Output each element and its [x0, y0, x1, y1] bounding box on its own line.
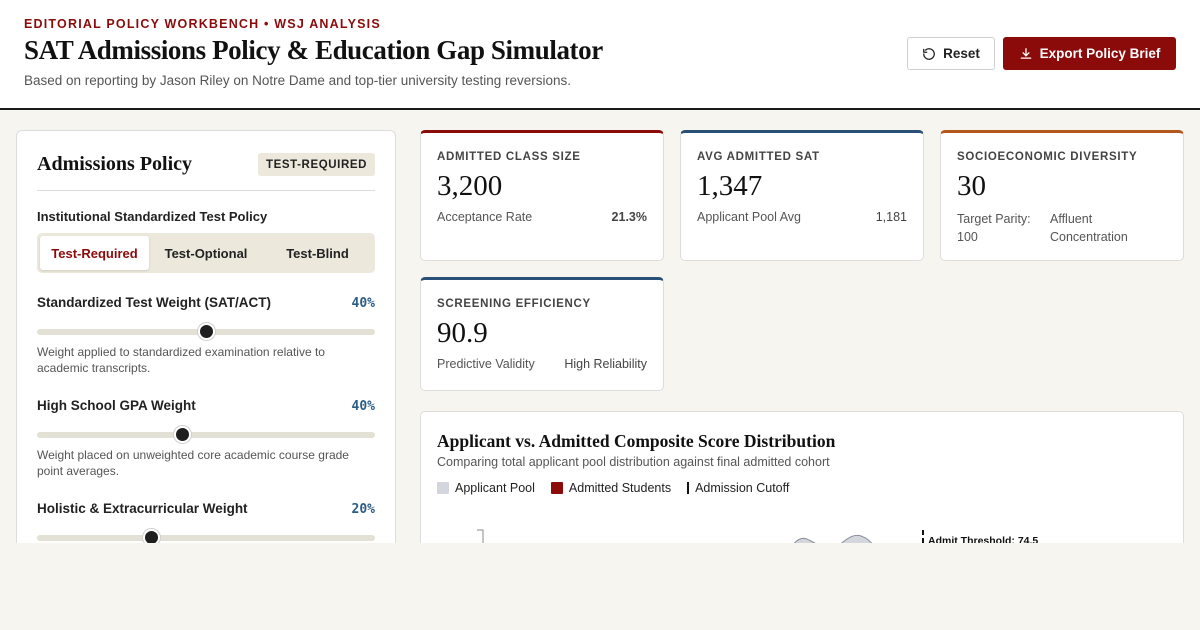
avg-admitted-sat-card: AVG ADMITTED SAT 1,347 Applicant Pool Av…: [680, 130, 924, 261]
chart-title: Applicant vs. Admitted Composite Score D…: [437, 431, 836, 451]
divider: [37, 190, 375, 191]
reset-button[interactable]: Reset: [907, 37, 995, 70]
socioeconomic-diversity-card: SOCIOECONOMIC DIVERSITY 30 Target Parity…: [940, 130, 1184, 261]
page-header: EDITORIAL POLICY WORKBENCH • WSJ ANALYSI…: [0, 0, 1200, 110]
metric-value: 1,347: [697, 170, 763, 202]
metric-sub-label: Applicant Pool Avg: [697, 210, 802, 224]
test-weight-value: 40%: [351, 296, 375, 311]
gpa-weight-label: High School GPA Weight: [37, 398, 196, 413]
metric-sub-value: 1,181: [875, 210, 907, 224]
test-policy-segmented-control: Test-Required Test-Optional Test-Blind: [37, 233, 375, 273]
page-background: [0, 543, 1200, 630]
legend-label: Admitted Students: [568, 481, 672, 495]
holistic-weight-slider[interactable]: [37, 529, 375, 546]
gpa-weight-slider[interactable]: [37, 426, 375, 443]
metric-label: ADMITTED CLASS SIZE: [437, 151, 581, 163]
test-required-option[interactable]: Test-Required: [40, 236, 149, 270]
chart-legend: Applicant Pool Admitted Students Admissi…: [437, 481, 805, 495]
gpa-weight-value: 40%: [351, 399, 375, 414]
legend-label: Admission Cutoff: [695, 481, 790, 495]
admitted-class-size-card: ADMITTED CLASS SIZE 3,200 Acceptance Rat…: [420, 130, 664, 261]
cutoff-swatch: [687, 482, 690, 494]
metric-sub-label: Target Parity: 100: [957, 212, 1031, 244]
applicant-swatch: [437, 482, 449, 494]
panel-title: Admissions Policy: [37, 153, 193, 175]
metric-label: AVG ADMITTED SAT: [697, 151, 820, 163]
metric-sub-value: High Reliability: [564, 357, 647, 371]
legend-admitted-students[interactable]: Admitted Students: [550, 481, 672, 495]
legend-admission-cutoff[interactable]: Admission Cutoff: [687, 481, 789, 495]
admitted-swatch: [550, 482, 563, 494]
export-policy-brief-button[interactable]: Export Policy Brief: [1003, 37, 1176, 70]
screening-efficiency-card: SCREENING EFFICIENCY 90.9 Predictive Val…: [420, 277, 664, 391]
admissions-policy-panel: Admissions Policy TEST-REQUIRED Institut…: [16, 130, 396, 560]
test-weight-description: Weight applied to standardized examinati…: [37, 345, 325, 375]
test-blind-option[interactable]: Test-Blind: [286, 245, 349, 261]
metric-value: 30: [957, 170, 986, 202]
page-title: SAT Admissions Policy & Education Gap Si…: [24, 35, 603, 65]
metric-value: 90.9: [437, 317, 488, 349]
test-weight-slider-thumb[interactable]: [197, 323, 215, 340]
chart-subtitle: Comparing total applicant pool distribut…: [437, 455, 830, 469]
metric-sub-value: 21.3%: [611, 210, 647, 224]
download-icon: [1019, 47, 1033, 61]
metric-value: 3,200: [437, 170, 503, 202]
metric-sub-value: Affluent Concentration: [1050, 212, 1128, 244]
page-subtitle: Based on reporting by Jason Riley on Not…: [24, 73, 572, 88]
legend-label: Applicant Pool: [455, 481, 535, 495]
gpa-weight-slider-thumb[interactable]: [173, 426, 191, 443]
holistic-weight-value: 20%: [351, 502, 375, 517]
metric-sub-label: Predictive Validity: [437, 357, 535, 371]
reset-icon: [922, 47, 936, 61]
holistic-weight-label: Holistic & Extracurricular Weight: [37, 501, 248, 516]
test-weight-slider[interactable]: [37, 323, 375, 340]
test-policy-label: Institutional Standardized Test Policy: [37, 209, 268, 224]
export-label: Export Policy Brief: [1039, 46, 1161, 61]
gpa-weight-description: Weight placed on unweighted core academi…: [37, 448, 349, 478]
policy-status-badge: TEST-REQUIRED: [258, 153, 375, 176]
reset-label: Reset: [943, 46, 980, 61]
metric-label: SCREENING EFFICIENCY: [437, 298, 591, 310]
eyebrow-label: EDITORIAL POLICY WORKBENCH • WSJ ANALYSI…: [24, 17, 381, 31]
legend-applicant-pool[interactable]: Applicant Pool: [437, 481, 535, 495]
metric-sub-label: Acceptance Rate: [437, 210, 533, 224]
test-optional-option[interactable]: Test-Optional: [164, 245, 248, 261]
test-weight-label: Standardized Test Weight (SAT/ACT): [37, 295, 272, 310]
metric-label: SOCIOECONOMIC DIVERSITY: [957, 151, 1138, 163]
